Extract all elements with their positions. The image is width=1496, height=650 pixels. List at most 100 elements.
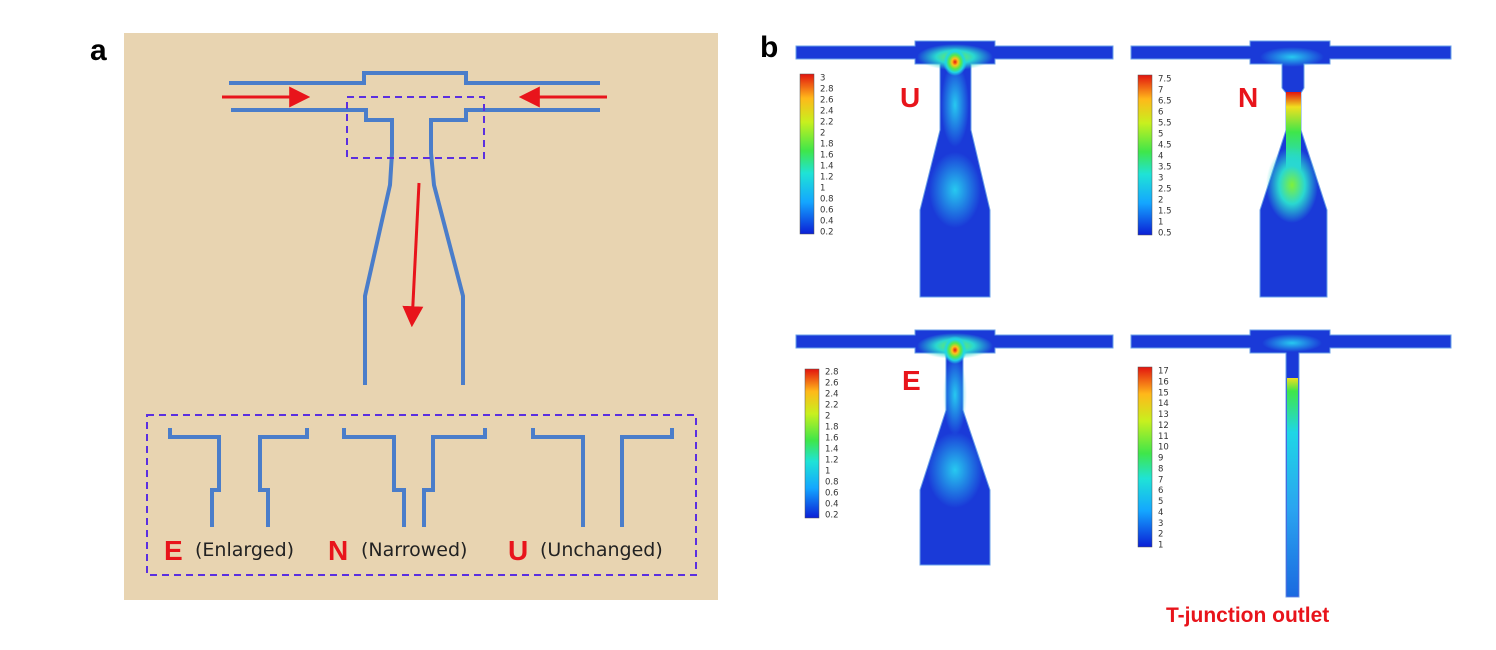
variant-e-right [258,428,309,527]
sim-n-ticks: 7.576.565.554.543.532.521.510.5 [1158,75,1172,239]
colorbar-tick-label: 3 [820,74,825,84]
colorbar-tick-label: 2 [1158,196,1163,206]
sim-e-ticks: 2.82.62.42.221.81.61.41.210.80.60.40.2 [825,368,839,521]
colorbar-tick-label: 1.2 [825,456,839,466]
colorbar-tick-label: 2.6 [820,96,834,106]
variant-n-right [422,428,487,527]
variant-u-caption: (Unchanged) [540,539,663,561]
variant-n-caption: (Narrowed) [361,539,467,561]
sim-e-letter: E [902,365,921,396]
variant-e-left [168,428,221,527]
colorbar-tick-label: 7 [1158,475,1163,485]
outlet-arrow [402,182,424,328]
colorbar-tick-label: 11 [1158,432,1169,442]
colorbar-tick-label: 3 [1158,519,1163,529]
variants-dashed-box [146,414,697,576]
flow-arrows [222,86,607,328]
colorbar-tick-label: 1 [1158,541,1163,551]
variant-n-left [342,428,406,527]
variant-geometries [168,428,674,527]
colorbar-tick-label: 2.5 [1158,185,1172,195]
outlet-label: T-junction outlet [1166,604,1329,627]
colorbar-tick-label: 1.2 [820,173,834,183]
sim-u-colorbar [799,73,815,235]
sim-e-colorbar [804,368,820,519]
panel-b: b 32.82.62.42.221.81.61.41.210.80.60.40.… [760,31,1452,627]
variant-u-left [531,428,585,527]
colorbar-tick-label: 1 [825,467,830,477]
colorbar-tick-label: 14 [1158,399,1169,409]
variant-e-caption: (Enlarged) [195,539,294,561]
variant-u-right [620,428,674,527]
colorbar-tick-label: 0.8 [820,195,834,205]
colorbar-tick-label: 16 [1158,377,1169,387]
colorbar-tick-label: 8 [1158,464,1163,474]
colorbar-tick-label: 17 [1158,367,1169,377]
colorbar-tick-label: 2.8 [825,368,839,378]
variant-u-letter: U [508,535,528,566]
colorbar-tick-label: 2.6 [825,379,839,389]
sim-e: 2.82.62.42.221.81.61.41.210.80.60.40.2 E [795,329,1114,566]
colorbar-tick-label: 6.5 [1158,97,1172,107]
colorbar-tick-label: 3 [1158,174,1163,184]
colorbar-tick-label: 2.2 [820,118,834,128]
colorbar-tick-label: 2.8 [820,85,834,95]
colorbar-tick-label: 1.6 [825,434,839,444]
channel-right-wall [429,108,600,385]
colorbar-tick-label: 0.4 [820,217,834,227]
variant-e-letter: E [164,535,183,566]
colorbar-tick-label: 1 [1158,218,1163,228]
sim-u-ticks: 32.82.62.42.221.81.61.41.210.80.60.40.2 [820,74,834,238]
colorbar-tick-label: 15 [1158,388,1169,398]
panel-a-letter: a [90,34,107,67]
colorbar-tick-label: 1.4 [825,445,839,455]
t-junction-channel [229,71,600,385]
colorbar-tick-label: 1 [820,184,825,194]
sim-n-colorbar [1137,74,1153,236]
colorbar-tick-label: 2 [1158,530,1163,540]
colorbar-tick-label: 1.8 [820,140,834,150]
colorbar-tick-label: 7.5 [1158,75,1172,85]
colorbar-tick-label: 0.6 [820,206,834,216]
colorbar-tick-label: 7 [1158,86,1163,96]
colorbar-tick-label: 2 [820,129,825,139]
channel-top-wall [229,71,600,85]
sim-n: 7.576.565.554.543.532.521.510.5 N [1130,40,1452,298]
panel-a: a E (Enlarged) N [90,33,718,600]
colorbar-tick-label: 1.5 [1158,207,1172,217]
colorbar-tick-label: 0.5 [1158,229,1172,239]
panel-b-letter: b [760,31,778,64]
channel-left-wall [231,108,394,385]
colorbar-tick-label: 2 [825,412,830,422]
colorbar-tick-label: 3.5 [1158,163,1172,173]
colorbar-tick-label: 4 [1158,508,1163,518]
variant-n-letter: N [328,535,348,566]
sim-t-colorbar [1137,366,1153,548]
sim-u-letter: U [900,82,920,113]
colorbar-tick-label: 12 [1158,421,1169,431]
colorbar-tick-label: 9 [1158,454,1163,464]
colorbar-tick-label: 6 [1158,486,1163,496]
colorbar-tick-label: 1.6 [820,151,834,161]
colorbar-tick-label: 0.2 [825,511,839,521]
sim-u: 32.82.62.42.221.81.61.41.210.80.60.40.2 … [795,40,1114,298]
colorbar-tick-label: 2.4 [820,107,834,117]
sim-n-letter: N [1238,82,1258,113]
junction-dashed-box [346,96,485,159]
variant-labels: E (Enlarged) N (Narrowed) U (Unchanged) [164,535,663,566]
colorbar-tick-label: 4.5 [1158,141,1172,151]
colorbar-tick-label: 0.4 [825,500,839,510]
colorbar-tick-label: 10 [1158,443,1169,453]
colorbar-tick-label: 2.4 [825,390,839,400]
colorbar-tick-label: 6 [1158,108,1163,118]
colorbar-tick-label: 1.4 [820,162,834,172]
colorbar-tick-label: 4 [1158,152,1163,162]
colorbar-tick-label: 5.5 [1158,119,1172,129]
colorbar-tick-label: 5 [1158,130,1163,140]
colorbar-tick-label: 5 [1158,497,1163,507]
colorbar-tick-label: 0.8 [825,478,839,488]
colorbar-tick-label: 13 [1158,410,1169,420]
colorbar-tick-label: 0.6 [825,489,839,499]
